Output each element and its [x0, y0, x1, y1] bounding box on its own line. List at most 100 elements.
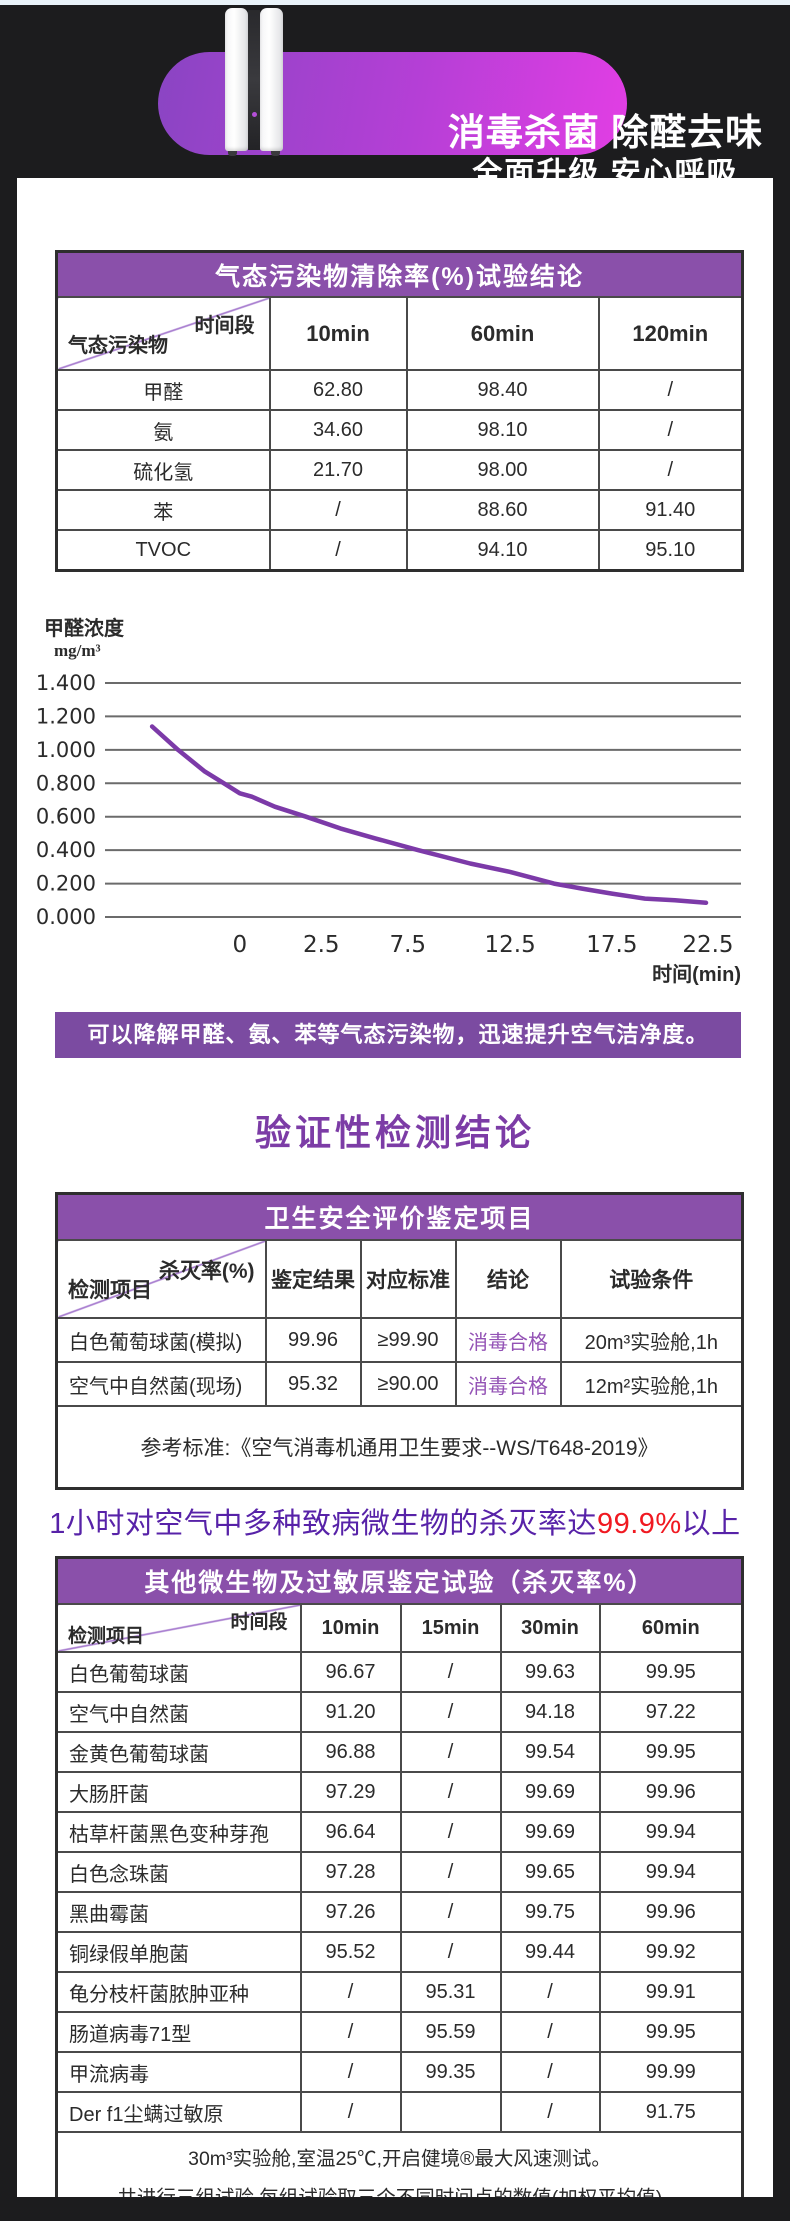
purifier-tower-right [260, 8, 283, 151]
cell-value: 99.35 [399, 2051, 502, 2093]
cell-value: 91.40 [597, 489, 744, 531]
cell-value: 97.29 [299, 1771, 402, 1813]
cell-value: / [399, 1891, 502, 1933]
table-row: 甲流病毒/99.35/99.99 [55, 2051, 744, 2093]
hygiene-safety-table: 卫生安全评价鉴定项目 杀灭率(%) 检测项目 鉴定结果 对应标准 结论 试验条件… [55, 1192, 745, 1490]
hero-title: 消毒杀菌 除醛去味 [447, 112, 764, 153]
table-row: 铜绿假单胞菌 95.52/99.44 99.92 [55, 1931, 744, 1973]
cell-value: 88.60 [405, 489, 600, 531]
cell-value: 96.64 [299, 1811, 402, 1853]
table-row: Der f1尘螨过敏原 //91.75 [55, 2091, 744, 2133]
corner-label-top: 时间段 [194, 315, 255, 337]
cell-value: 99.92 [598, 1931, 744, 1973]
row-label: 苯 [55, 489, 271, 531]
cell-value: 99.94 [598, 1811, 744, 1853]
cell-value: 97.22 [598, 1691, 744, 1733]
cell-value: / [597, 449, 744, 491]
table-row: 龟分枝杆菌脓肿亚种/95.31/99.91 [55, 1971, 744, 2013]
cell-value: 96.88 [299, 1731, 402, 1773]
table-row: 白色葡萄球菌(模拟) 99.96 ≥99.90 消毒合格 20m³实验舱,1h [55, 1317, 744, 1363]
row-label: 空气中自然菌(现场) [55, 1361, 267, 1407]
row-label: 甲醛 [55, 369, 271, 411]
cell-value: 91.75 [598, 2091, 744, 2133]
table-row: 苯/88.60 91.40 [55, 489, 744, 531]
x-tick-label: 2.5 [303, 932, 340, 958]
bottom-strip [0, 2197, 790, 2221]
cell-value: / [499, 2091, 601, 2133]
cell-value: / [399, 1731, 502, 1773]
cell-value: 96.67 [299, 1651, 402, 1693]
cell-value: 消毒合格 [454, 1361, 562, 1407]
cell-value: 99.69 [499, 1811, 601, 1853]
table-row: 大肠肝菌 97.29/99.69 99.96 [55, 1771, 744, 1813]
corner-label-bottom: 气态污染物 [68, 335, 168, 357]
row-label: 白色念珠菌 [55, 1851, 302, 1893]
table-row: 肠道病毒71型/95.59/99.95 [55, 2011, 744, 2053]
microbes-allergens-table: 其他微生物及过敏原鉴定试验（杀灭率%） 时间段 检测项目 10min 15min… [55, 1556, 745, 2220]
column-header: 试验条件 [559, 1239, 744, 1319]
cell-value: 99.95 [598, 1651, 744, 1693]
cell-value: / [399, 1771, 502, 1813]
diagonal-corner-cell: 杀灭率(%) 检测项目 [55, 1239, 267, 1319]
x-tick-label: 17.5 [586, 932, 637, 958]
cell-value: 99.69 [499, 1771, 601, 1813]
cell-value: 95.59 [399, 2011, 502, 2053]
column-header: 鉴定结果 [264, 1239, 362, 1319]
footnote-line-1: 30m³实验舱,室温25℃,开启健境®最大风速测试。 [188, 2148, 611, 2170]
cell-value: 99.96 [598, 1771, 744, 1813]
cell-value: 99.95 [598, 2011, 744, 2053]
cell-value: 99.96 [598, 1891, 744, 1933]
table-row: TVOC/94.10 95.10 [55, 529, 744, 572]
row-label: 肠道病毒71型 [55, 2011, 302, 2053]
cell-value: / [597, 369, 744, 411]
cell-value: 99.44 [499, 1931, 601, 1973]
cell-value: 98.40 [405, 369, 600, 411]
cell-value: 12m²实验舱,1h [559, 1361, 744, 1407]
kill-rate-highlight: 1小时对空气中多种致病微生物的杀灭率达99.9%以上 [17, 1500, 773, 1542]
cell-value: 99.91 [598, 1971, 744, 2013]
y-tick-label: 0.000 [36, 905, 96, 929]
cell-value: 99.99 [598, 2051, 744, 2093]
row-label: 白色葡萄球菌 [55, 1651, 302, 1693]
cell-value: 95.31 [399, 1971, 502, 2013]
top-strip [0, 0, 790, 5]
gas-pollutant-table: 气态污染物清除率(%)试验结论 时间段 气态污染物 10min 60min 12… [55, 250, 745, 572]
corner-label-top: 杀灭率(%) [158, 1260, 255, 1283]
chart-y-axis-title: 甲醛浓度 [44, 618, 124, 640]
cell-value: 91.20 [299, 1691, 402, 1733]
table-row: 枯草杆菌黑色变种芽孢 96.64/99.69 99.94 [55, 1811, 744, 1853]
y-tick-label: 0.200 [36, 872, 96, 896]
row-label: 枯草杆菌黑色变种芽孢 [55, 1811, 302, 1853]
table-row: 硫化氢 21.70 98.00/ [55, 449, 744, 491]
cell-value: / [399, 1651, 502, 1693]
cell-value: 95.32 [264, 1361, 362, 1407]
table-row: 空气中自然菌(现场) 95.32 ≥90.00 消毒合格 12m²实验舱,1h [55, 1361, 744, 1407]
chart-y-axis-unit: mg/m³ [54, 641, 101, 660]
table-title: 其他微生物及过敏原鉴定试验（杀灭率%） [55, 1556, 744, 1605]
column-header: 30min [499, 1603, 601, 1653]
formaldehyde-decay-line-chart: 1.400 1.200 1.000 0.800 0.600 0.400 0.200 0.000… [36, 671, 741, 958]
cell-value: 20m³实验舱,1h [559, 1317, 744, 1363]
table-row: 氨 34.60 98.10/ [55, 409, 744, 451]
cell-value: 99.75 [499, 1891, 601, 1933]
row-label: 大肠肝菌 [55, 1771, 302, 1813]
purifier-foot [271, 151, 280, 156]
purifier-led-icon [251, 112, 257, 117]
column-header: 60min [405, 296, 600, 371]
cell-value: / [399, 1931, 502, 1973]
cell-value: / [399, 1851, 502, 1893]
cell-value: 95.10 [597, 529, 744, 572]
row-label: 甲流病毒 [55, 2051, 302, 2093]
cell-value: ≥99.90 [359, 1317, 457, 1363]
cell-value: / [597, 409, 744, 451]
y-tick-label: 0.800 [36, 771, 96, 795]
table-footnote: 参考标准:《空气消毒机通用卫生要求--WS/T648-2019》 [55, 1405, 744, 1490]
cell-value: / [299, 2091, 402, 2133]
highlight-prefix: 1小时对空气中多种致病微生物的杀灭率达 [49, 1508, 597, 1540]
highlight-suffix: 以上 [681, 1508, 741, 1540]
table-row: 空气中自然菌 91.20/94.18 97.22 [55, 1691, 744, 1733]
cell-value: 98.00 [405, 449, 600, 491]
hero-text-block: 消毒杀菌 除醛去味 全面升级 安心呼吸 [433, 112, 778, 192]
cell-value: / [499, 2051, 601, 2093]
cell-value: / [268, 529, 408, 572]
